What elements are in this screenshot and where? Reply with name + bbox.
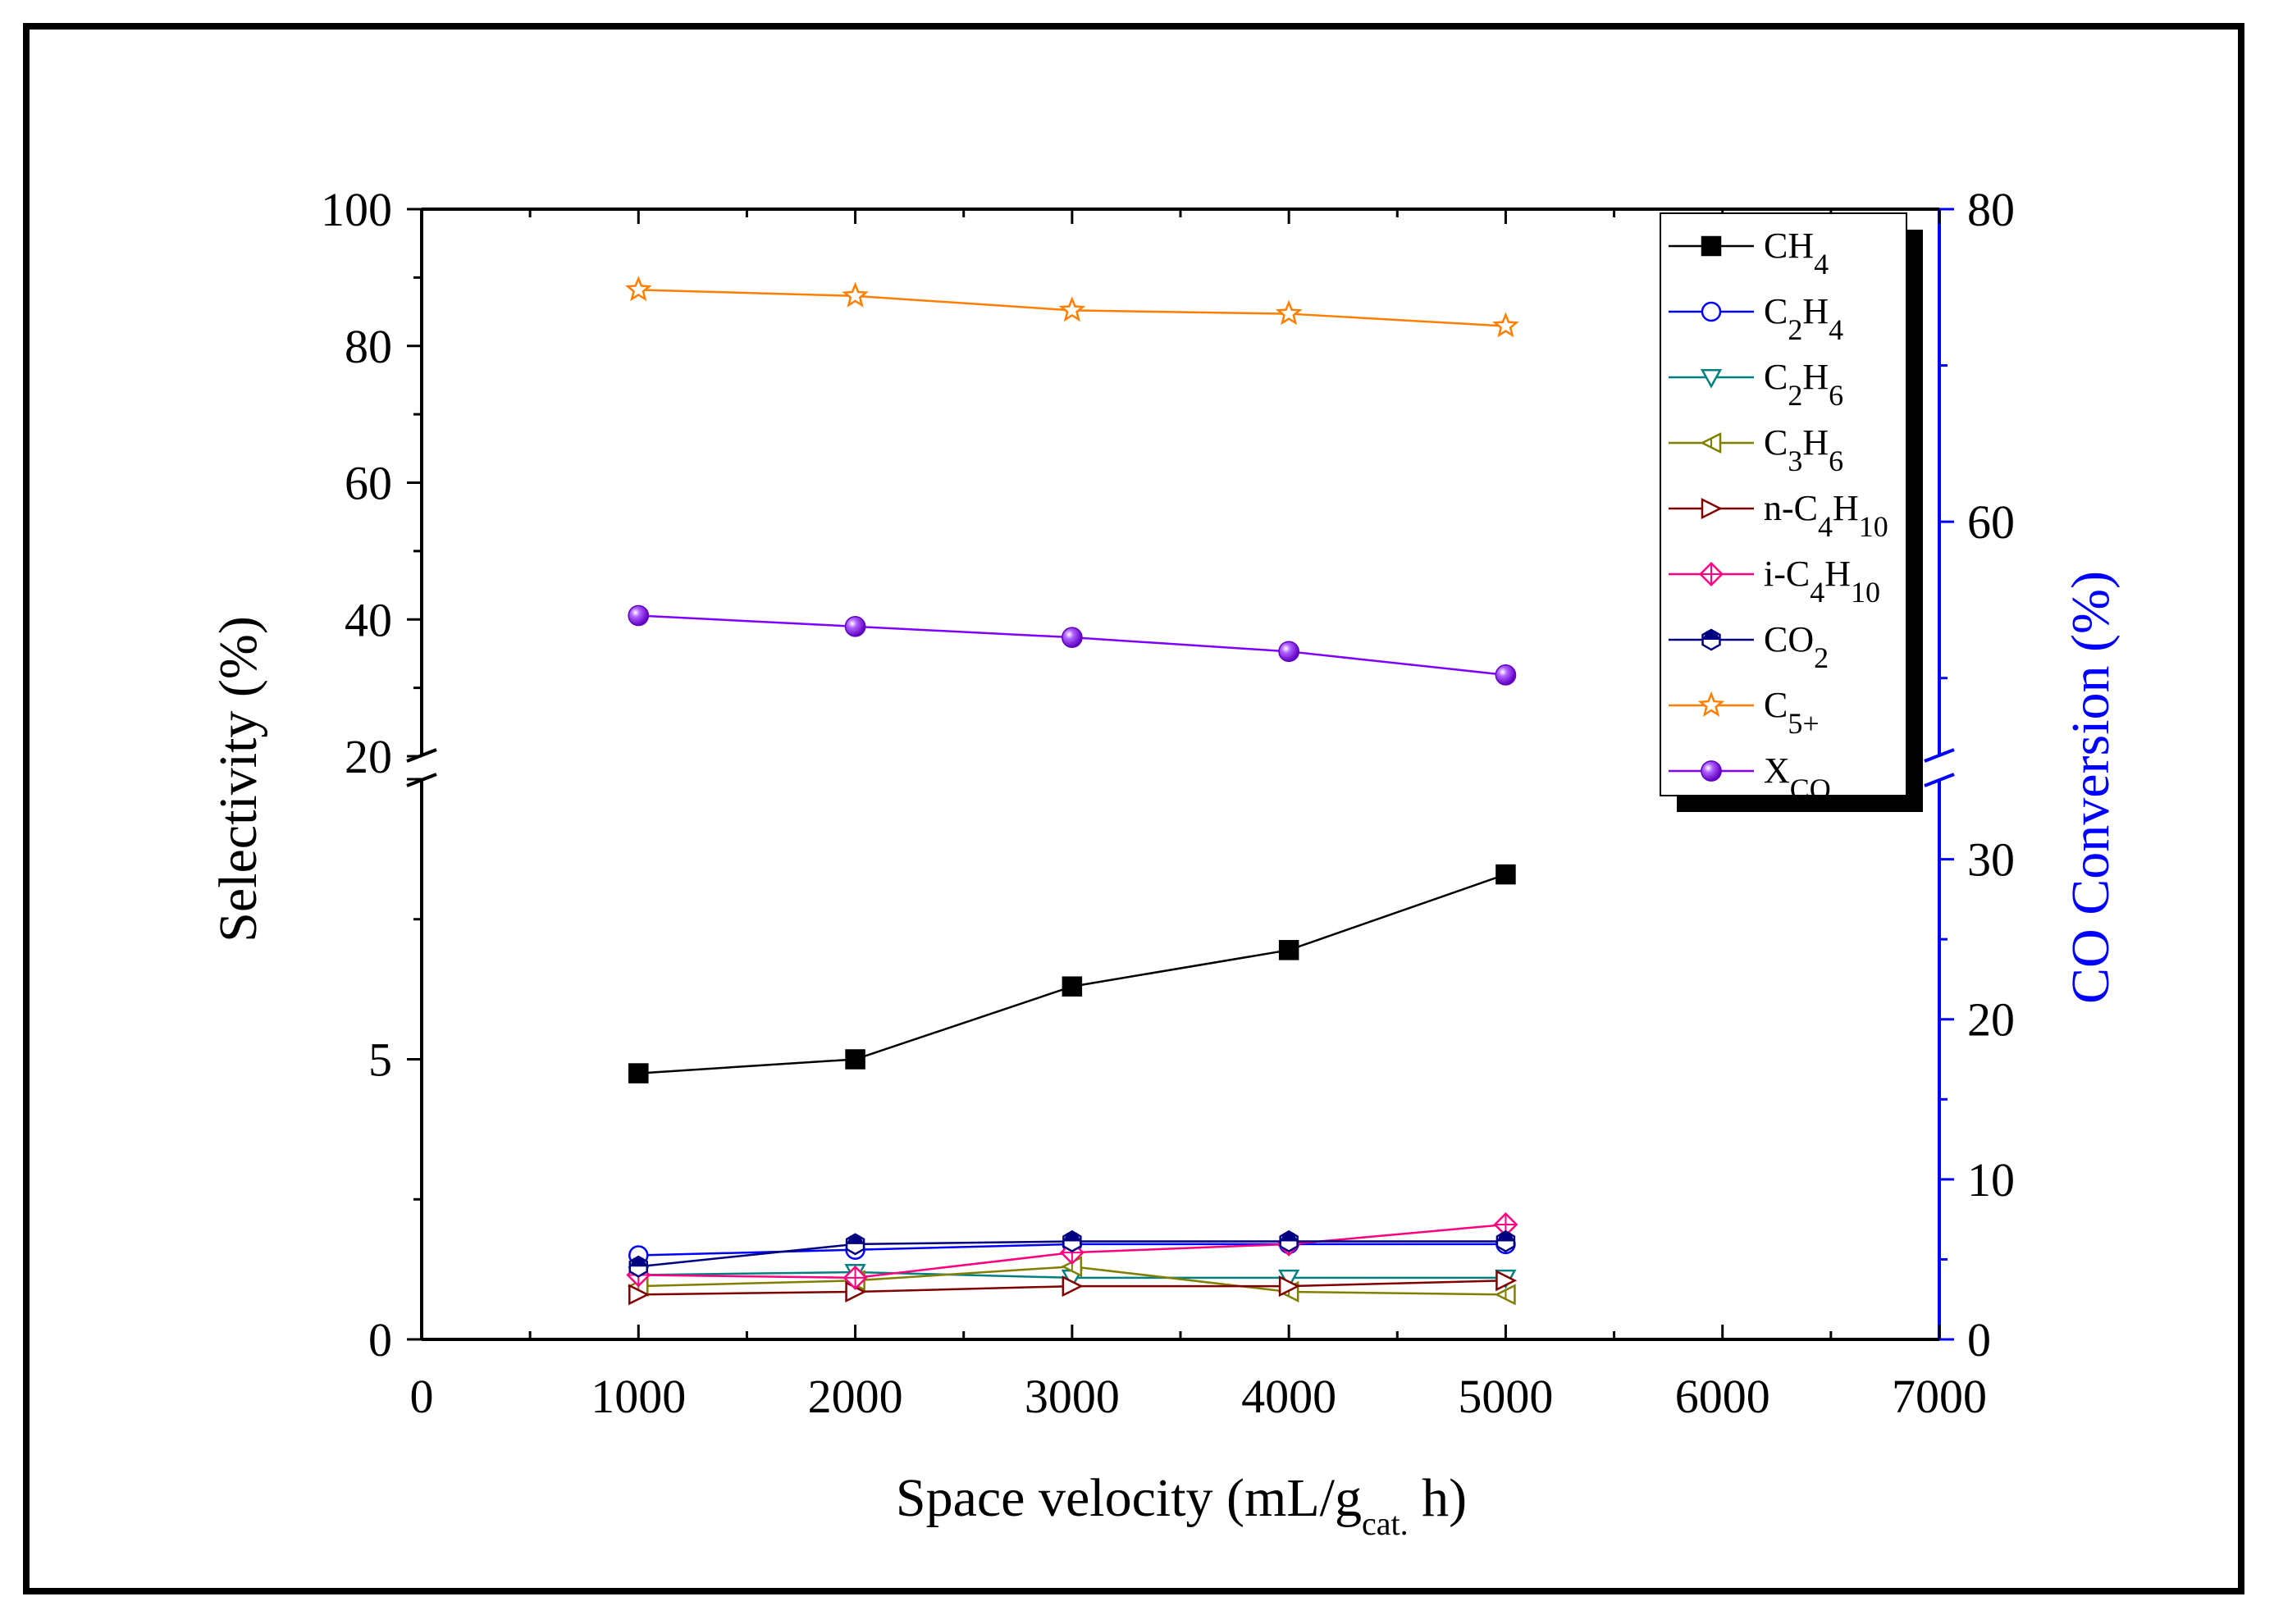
legend-item-c5: C5+	[1669, 685, 1820, 740]
data-point-c5	[1492, 312, 1519, 338]
x-tick-label: 2000	[808, 1370, 903, 1423]
legend-label-ic4h10: i-C4H10	[1764, 554, 1880, 609]
x-tick-label: 3000	[1025, 1370, 1120, 1423]
data-point-ic4h10	[842, 1265, 868, 1290]
series-layer	[625, 276, 1519, 1306]
legend-label-c5: C5+	[1764, 685, 1820, 740]
legend-label-c2h4: C2H4	[1764, 291, 1843, 346]
data-point-co2	[1495, 1229, 1516, 1253]
data-point-ch4	[628, 1063, 649, 1083]
legend-item-c2h4: C2H4	[1669, 291, 1843, 346]
series-ch4	[628, 864, 1516, 1083]
data-point-co2	[1062, 1229, 1082, 1253]
data-point-co2	[628, 1255, 649, 1278]
legend-label-ch4: CH4	[1764, 226, 1829, 281]
legend-item-ch4: CH4	[1669, 226, 1829, 281]
legend-item-co2: CO2	[1669, 619, 1829, 674]
data-point-nc4h10	[1495, 1270, 1518, 1292]
series-nc4h10	[628, 1270, 1518, 1306]
legend-marker-nc4h10	[1701, 497, 1723, 520]
x-tick-label: 4000	[1241, 1370, 1336, 1423]
y-tick-label: 60	[345, 457, 392, 510]
data-point-co2	[1279, 1229, 1299, 1253]
data-point-c5	[1275, 299, 1303, 326]
legend-marker-xco	[1701, 760, 1722, 782]
right-axis-break	[1924, 748, 1955, 787]
y-tick-label: 0	[368, 1313, 392, 1366]
series-line-ch4	[638, 873, 1506, 1074]
y2-tick-label: 30	[1967, 833, 2015, 887]
data-point-ch4	[845, 1049, 865, 1070]
legend-marker-c2h6	[1700, 368, 1723, 389]
legend-marker-co2	[1701, 628, 1721, 651]
data-point-xco	[628, 604, 650, 627]
figure-frame	[23, 23, 2244, 1594]
data-point-xco	[1278, 641, 1299, 663]
x-tick-label: 6000	[1675, 1370, 1770, 1423]
legend: CH4 C2H4 C2H6 C3H6 n-C4H10 i-C4H10 CO2 C5+ XCO	[1669, 226, 1888, 805]
x-tick-label: 5000	[1458, 1370, 1553, 1423]
ticks	[407, 208, 1954, 1341]
legend-label-nc4h10: n-C4H10	[1764, 488, 1888, 543]
y-axis-title: Selectivity (%)	[208, 616, 268, 942]
legend-item-c3h6: C3H6	[1669, 422, 1843, 477]
data-point-xco	[1495, 664, 1517, 686]
data-point-co2	[845, 1233, 865, 1256]
y-tick-label: 80	[345, 320, 392, 373]
data-point-xco	[844, 615, 866, 637]
legend-marker-c3h6	[1700, 431, 1722, 454]
y2-tick-label: 0	[1967, 1313, 1991, 1366]
data-point-ch4	[1062, 976, 1083, 997]
legend-marker-ch4	[1701, 235, 1722, 257]
legend-marker-c2h4	[1701, 301, 1722, 322]
legend-item-ic4h10: i-C4H10	[1669, 554, 1880, 609]
data-point-nc4h10	[1062, 1275, 1084, 1298]
data-point-c5	[1058, 296, 1086, 322]
data-point-c3h6	[1494, 1284, 1516, 1306]
x-tick-label: 1000	[591, 1370, 686, 1423]
y2-tick-label: 80	[1967, 183, 2015, 236]
legend-label-c3h6: C3H6	[1764, 422, 1843, 477]
legend-item-xco: XCO	[1669, 750, 1831, 805]
data-point-ch4	[1495, 864, 1516, 885]
legend-label-xco: XCO	[1764, 750, 1831, 805]
x-tick-label: 7000	[1892, 1370, 1987, 1423]
data-point-nc4h10	[628, 1284, 651, 1306]
legend-label-co2: CO2	[1764, 619, 1829, 674]
data-point-xco	[1062, 627, 1083, 649]
y2-tick-label: 10	[1967, 1153, 2015, 1207]
tick-labels: 0 1000 2000 3000 4000 5000 6000 700020406080100…	[321, 183, 2015, 1423]
y-tick-label: 100	[321, 183, 392, 236]
y-tick-label: 40	[345, 593, 392, 646]
y2-axis-title: CO Conversion (%)	[2061, 571, 2121, 1004]
legend-label-c2h6: C2H6	[1764, 357, 1843, 412]
data-point-c5	[625, 276, 652, 302]
y-tick-label: 20	[345, 730, 392, 783]
x-tick-label: 0	[410, 1370, 434, 1423]
y2-tick-label: 60	[1967, 495, 2015, 549]
data-point-c5	[842, 281, 869, 308]
data-point-ch4	[1278, 940, 1299, 960]
legend-item-c2h6: C2H6	[1669, 357, 1843, 412]
data-point-nc4h10	[1278, 1275, 1300, 1298]
series-xco	[628, 604, 1517, 686]
legend-marker-c5	[1697, 691, 1725, 717]
series-co2	[628, 1229, 1516, 1278]
legend-item-nc4h10: n-C4H10	[1669, 488, 1888, 543]
y2-tick-label: 20	[1967, 993, 2015, 1047]
series-c5	[625, 276, 1519, 338]
legend-marker-ic4h10	[1699, 562, 1724, 586]
y-tick-label: 5	[368, 1033, 392, 1087]
x-axis-title: Space velocity (mL/gcat. h)	[896, 1468, 1467, 1542]
